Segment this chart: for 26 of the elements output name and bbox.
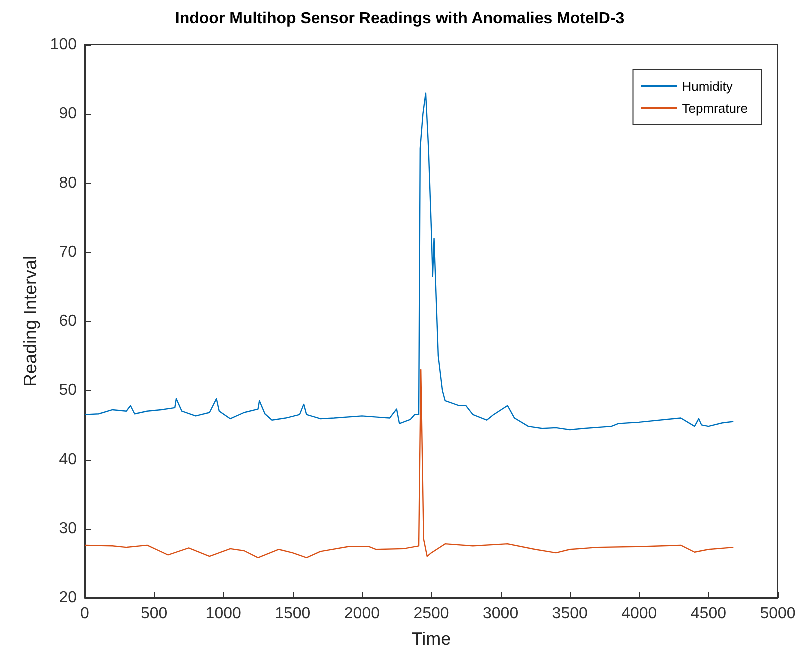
x-tick-label: 500 <box>140 606 168 622</box>
x-tick-label: 1500 <box>275 606 311 622</box>
x-tick-label: 2000 <box>344 606 380 622</box>
x-tick-label: 2500 <box>414 606 450 622</box>
x-tick-label: 0 <box>80 606 90 622</box>
x-tick-label: 5000 <box>760 606 796 622</box>
line-series <box>84 369 734 559</box>
y-tick-label: 40 <box>59 451 78 468</box>
chart-title: Indoor Multihop Sensor Readings with Anomalies MoteID-3 <box>175 10 625 28</box>
y-tick-label: 90 <box>59 106 78 123</box>
y-tick-label: 50 <box>59 382 78 400</box>
y-tick-label: 70 <box>59 244 78 261</box>
x-axis-title: Time <box>412 629 452 649</box>
y-tick-label: 60 <box>59 313 78 330</box>
y-tick-label: 30 <box>59 520 78 538</box>
x-tick-label: 3000 <box>483 606 519 622</box>
y-axis-title: Reading Interval <box>20 256 40 388</box>
y-tick-label: 100 <box>50 36 78 54</box>
legend-label: Tepmrature <box>682 101 748 116</box>
x-tick-label: 4000 <box>622 606 658 622</box>
y-tick-label: 80 <box>59 174 78 192</box>
x-tick-label: 3500 <box>552 606 588 622</box>
legend-label: Humidity <box>682 79 734 94</box>
x-tick-label: 4500 <box>690 606 727 622</box>
x-tick-label: 1000 <box>206 606 242 622</box>
y-tick-label: 20 <box>59 590 78 606</box>
